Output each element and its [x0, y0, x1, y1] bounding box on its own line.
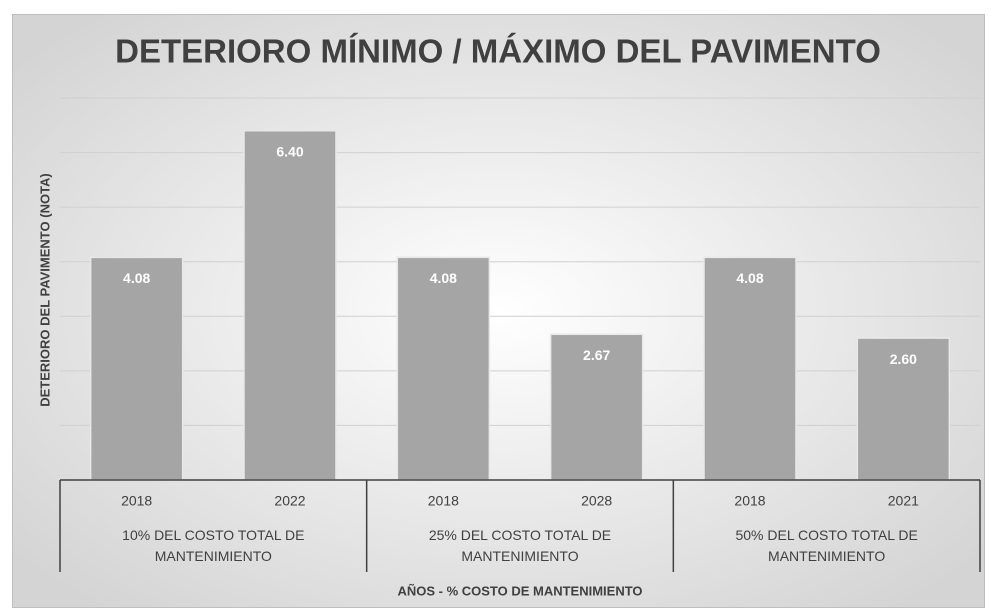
- data-label: 4.08: [430, 270, 457, 286]
- bar: [243, 129, 337, 481]
- x-tick-label: 2021: [888, 493, 919, 509]
- bar: [856, 337, 951, 481]
- x-tick-label: 2018: [428, 493, 459, 509]
- group-label: 10% DEL COSTO TOTAL DE MANTENIMIENTO: [122, 527, 305, 564]
- bar: [89, 256, 184, 481]
- x-tick-label: 2018: [734, 493, 765, 509]
- bar: [703, 256, 797, 481]
- chart-title: DETERIORO MÍNIMO / MÁXIMO DEL PAVIMENTO: [115, 33, 881, 70]
- data-label: 6.40: [276, 143, 303, 159]
- group-label: 25% DEL COSTO TOTAL DE MANTENIMIENTO: [428, 527, 612, 564]
- bar: [396, 256, 491, 481]
- data-label: 2.67: [583, 347, 610, 363]
- data-label: 4.08: [736, 270, 763, 286]
- x-axis-title: AÑOS - % COSTO DE MANTENIMIENTO: [397, 583, 642, 598]
- y-axis-title: DETERIORO DEL PAVIMENTO (NOTA): [37, 173, 52, 407]
- bar: [549, 333, 644, 481]
- group-label: 50% DEL COSTO TOTAL DE MANTENIMIENTO: [735, 527, 918, 564]
- data-label: 4.08: [123, 270, 150, 286]
- x-tick-label: 2028: [581, 493, 612, 509]
- x-tick-label: 2018: [121, 493, 152, 509]
- data-label: 2.60: [890, 351, 917, 367]
- x-tick-label: 2022: [274, 493, 305, 509]
